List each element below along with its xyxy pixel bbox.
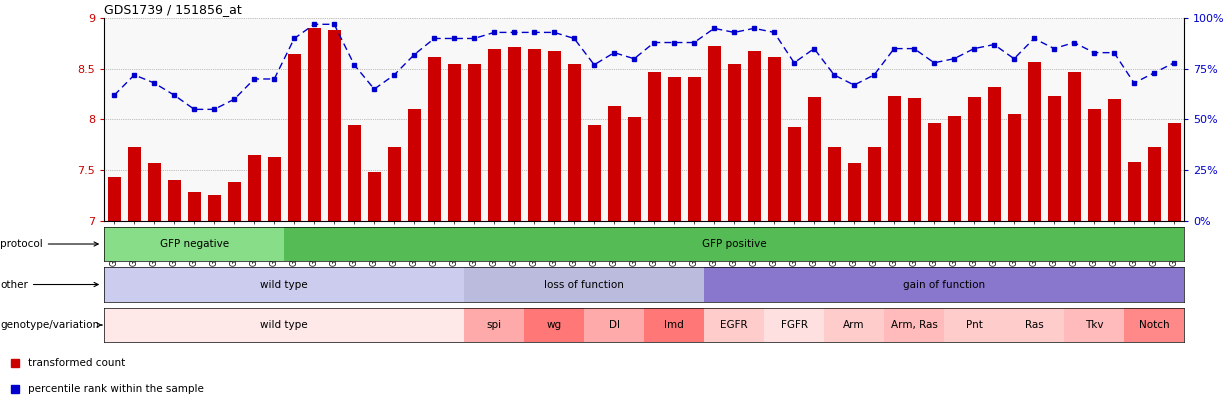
Bar bbox=[288, 54, 301, 221]
Bar bbox=[867, 147, 881, 221]
Bar bbox=[568, 64, 580, 221]
Text: wild type: wild type bbox=[260, 320, 308, 330]
Bar bbox=[267, 157, 281, 221]
Bar bbox=[1064, 308, 1124, 342]
Bar bbox=[388, 147, 401, 221]
Bar bbox=[328, 30, 341, 221]
Bar bbox=[667, 77, 681, 221]
Bar bbox=[428, 57, 440, 221]
Bar bbox=[704, 267, 1184, 302]
Text: percentile rank within the sample: percentile rank within the sample bbox=[27, 384, 204, 394]
Bar bbox=[168, 180, 180, 221]
Bar bbox=[464, 308, 524, 342]
Bar bbox=[728, 64, 741, 221]
Bar bbox=[528, 49, 541, 221]
Bar bbox=[228, 182, 240, 221]
Bar bbox=[1027, 62, 1040, 221]
Bar bbox=[988, 87, 1000, 221]
Text: Imd: Imd bbox=[664, 320, 683, 330]
Bar bbox=[747, 51, 761, 221]
Bar bbox=[464, 267, 704, 302]
Bar bbox=[1168, 123, 1180, 221]
Bar bbox=[644, 308, 704, 342]
Bar bbox=[947, 117, 961, 221]
Text: gain of function: gain of function bbox=[903, 279, 985, 290]
Bar bbox=[448, 64, 460, 221]
Bar bbox=[764, 308, 825, 342]
Bar bbox=[607, 106, 621, 221]
Text: Ras: Ras bbox=[1025, 320, 1043, 330]
Text: other: other bbox=[0, 279, 98, 290]
Text: EGFR: EGFR bbox=[720, 320, 748, 330]
Text: Arm, Ras: Arm, Ras bbox=[891, 320, 937, 330]
Bar bbox=[347, 125, 361, 221]
Bar bbox=[704, 308, 764, 342]
Bar bbox=[285, 227, 1184, 261]
Bar bbox=[928, 123, 941, 221]
Bar bbox=[687, 77, 701, 221]
Bar bbox=[768, 57, 780, 221]
Text: Pnt: Pnt bbox=[966, 320, 983, 330]
Text: wild type: wild type bbox=[260, 279, 308, 290]
Bar bbox=[188, 192, 201, 221]
Text: Notch: Notch bbox=[1139, 320, 1169, 330]
Bar bbox=[584, 308, 644, 342]
Bar bbox=[524, 308, 584, 342]
Bar bbox=[407, 109, 421, 221]
Bar bbox=[207, 196, 221, 221]
Bar bbox=[104, 267, 464, 302]
Text: loss of function: loss of function bbox=[545, 279, 625, 290]
Bar bbox=[467, 64, 481, 221]
Bar bbox=[108, 177, 120, 221]
Text: protocol: protocol bbox=[0, 239, 98, 249]
Text: spi: spi bbox=[487, 320, 502, 330]
Bar bbox=[1067, 72, 1081, 221]
Bar bbox=[944, 308, 1004, 342]
Text: GDS1739 / 151856_at: GDS1739 / 151856_at bbox=[104, 3, 242, 16]
Text: Arm: Arm bbox=[843, 320, 865, 330]
Bar bbox=[1128, 162, 1141, 221]
Bar bbox=[1124, 308, 1184, 342]
Bar bbox=[104, 308, 464, 342]
Bar bbox=[1147, 147, 1161, 221]
Bar bbox=[547, 51, 561, 221]
Bar bbox=[788, 127, 801, 221]
Bar bbox=[807, 97, 821, 221]
Bar bbox=[1007, 114, 1021, 221]
Bar bbox=[848, 163, 860, 221]
Bar bbox=[1108, 99, 1120, 221]
Bar bbox=[648, 72, 660, 221]
Bar bbox=[708, 46, 720, 221]
Bar bbox=[908, 98, 920, 221]
Bar bbox=[885, 308, 944, 342]
Bar bbox=[1087, 109, 1101, 221]
Text: Tkv: Tkv bbox=[1085, 320, 1103, 330]
Text: FGFR: FGFR bbox=[780, 320, 807, 330]
Bar bbox=[628, 117, 640, 221]
Text: GFP negative: GFP negative bbox=[160, 239, 229, 249]
Bar bbox=[1004, 308, 1064, 342]
Bar bbox=[588, 125, 601, 221]
Bar bbox=[248, 155, 261, 221]
Bar bbox=[147, 163, 161, 221]
Bar bbox=[508, 47, 520, 221]
Bar bbox=[104, 227, 285, 261]
Text: transformed count: transformed count bbox=[27, 358, 125, 368]
Text: genotype/variation: genotype/variation bbox=[0, 320, 102, 330]
Bar bbox=[368, 172, 380, 221]
Bar bbox=[308, 28, 320, 221]
Text: Dl: Dl bbox=[609, 320, 620, 330]
Bar bbox=[1048, 96, 1060, 221]
Bar bbox=[128, 147, 141, 221]
Bar bbox=[887, 96, 901, 221]
Text: wg: wg bbox=[547, 320, 562, 330]
Text: GFP positive: GFP positive bbox=[702, 239, 767, 249]
Bar bbox=[968, 97, 980, 221]
Bar bbox=[825, 308, 885, 342]
Bar bbox=[828, 147, 840, 221]
Bar bbox=[487, 49, 501, 221]
